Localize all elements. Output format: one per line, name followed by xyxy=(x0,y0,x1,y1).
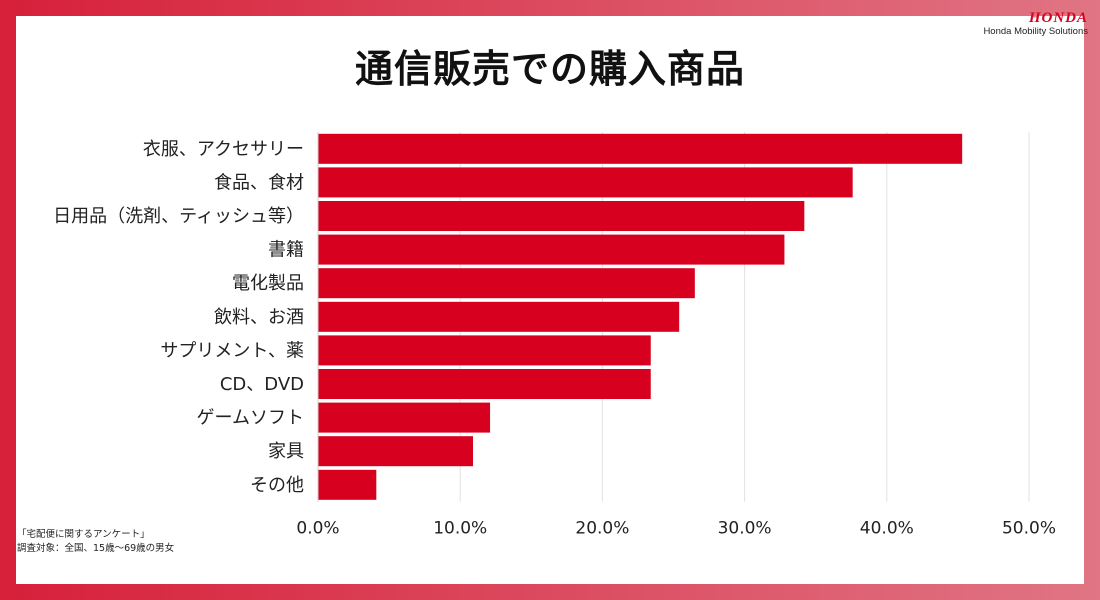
bar xyxy=(318,469,377,500)
bar xyxy=(318,301,680,332)
x-tick-label: 30.0% xyxy=(718,519,772,539)
bar xyxy=(318,167,853,198)
survey-source: 「宅配便に関するアンケート」 xyxy=(17,529,150,540)
footnotes: 「宅配便に関するアンケート」 調査対象：全国、15歳〜69歳の男女 xyxy=(17,528,174,556)
chart-card xyxy=(16,16,1084,584)
category-label: 日用品（洗剤、ティッシュ等） xyxy=(53,206,304,227)
x-tick-label: 0.0% xyxy=(296,519,339,539)
category-label: 家具 xyxy=(268,441,304,462)
x-tick-label: 10.0% xyxy=(433,519,487,539)
x-tick-label: 50.0% xyxy=(1002,519,1056,539)
chart-title: 通信販売での購入商品 xyxy=(354,47,745,91)
bar xyxy=(318,369,651,399)
survey-target: 調査対象：全国、15歳〜69歳の男女 xyxy=(17,543,175,554)
category-label: CD、DVD xyxy=(220,374,304,395)
category-label: 食品、食材 xyxy=(214,172,304,193)
category-label: ゲームソフト xyxy=(197,408,304,429)
bar xyxy=(318,268,695,299)
category-label: 書籍 xyxy=(268,240,304,261)
x-tick-label: 40.0% xyxy=(860,519,914,539)
bar xyxy=(318,234,785,265)
bar xyxy=(318,436,473,467)
honda-logo: HONDA Honda Mobility Solutions xyxy=(983,10,1088,38)
bar xyxy=(318,201,805,231)
category-label: 電化製品 xyxy=(232,273,304,294)
brand-wordmark: HONDA xyxy=(1028,10,1088,26)
x-tick-label: 20.0% xyxy=(575,519,629,539)
bar xyxy=(318,402,491,433)
category-label: 飲料、お酒 xyxy=(214,307,304,328)
category-label: 衣服、アクセサリー xyxy=(143,139,304,160)
category-label: その他 xyxy=(250,475,304,496)
category-label: サプリメント、薬 xyxy=(160,340,304,361)
bar xyxy=(318,335,651,366)
brand-subtitle: Honda Mobility Solutions xyxy=(983,26,1088,37)
bar xyxy=(318,133,963,164)
